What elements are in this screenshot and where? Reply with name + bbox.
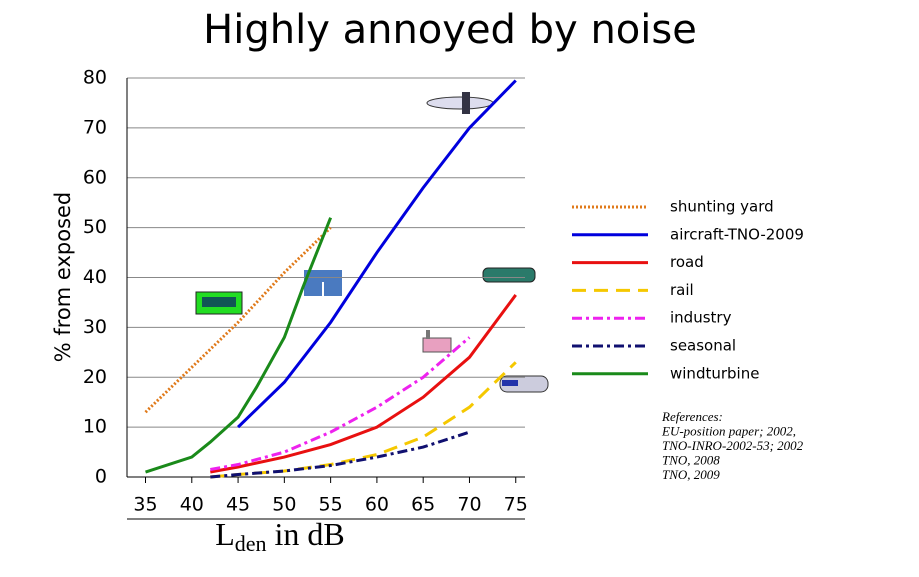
y-axis-label: % from exposed <box>51 192 75 363</box>
series-line <box>237 79 517 429</box>
x-tick-label: 55 <box>319 494 343 516</box>
icon-factory <box>422 330 452 353</box>
y-tick-label: 60 <box>83 166 107 188</box>
icon-car <box>482 267 536 283</box>
reference-line: TNO-INRO-2002-53; 2002 <box>662 438 804 453</box>
series-line <box>145 217 333 474</box>
reference-line: TNO, 2008 <box>662 452 720 467</box>
legend-label: aircraft-TNO-2009 <box>670 225 804 243</box>
reference-line: TNO, 2009 <box>662 467 720 482</box>
reference-line: References: <box>661 409 723 424</box>
legend-label: seasonal <box>670 337 736 355</box>
icon-shunting <box>195 291 243 315</box>
x-tick-label: 40 <box>180 494 204 516</box>
legend-label: windturbine <box>670 364 759 382</box>
x-tick-label: 35 <box>133 494 157 516</box>
y-tick-label: 70 <box>83 116 107 138</box>
x-tick-label: 65 <box>411 494 435 516</box>
x-tick-label: 60 <box>365 494 389 516</box>
series-line <box>210 336 471 471</box>
y-tick-label: 30 <box>83 316 107 338</box>
y-tick-label: 80 <box>83 67 107 89</box>
icon-plane <box>426 92 494 114</box>
series-line <box>210 294 517 474</box>
x-axis-label-part: in dB <box>267 516 345 552</box>
y-tick-label: 40 <box>83 266 107 288</box>
legend-label: rail <box>670 281 694 299</box>
x-tick-label: 50 <box>272 494 296 516</box>
y-tick-label: 20 <box>83 366 107 388</box>
series-line <box>210 430 470 479</box>
icon-train <box>499 375 549 393</box>
legend-label: industry <box>670 309 732 327</box>
x-axis-label-sub: den <box>235 531 267 556</box>
x-axis-label: Lden in dB <box>215 516 345 556</box>
x-tick-label: 70 <box>457 494 481 516</box>
x-axis-label-part: L <box>215 516 235 552</box>
x-tick-label: 75 <box>504 494 528 516</box>
y-tick-label: 0 <box>95 466 107 488</box>
reference-line: EU-position paper; 2002, <box>661 423 796 438</box>
y-tick-label: 10 <box>83 416 107 438</box>
y-tick-label: 50 <box>83 216 107 238</box>
icon-windturbine <box>304 270 342 296</box>
series-line <box>144 226 332 414</box>
legend-label: shunting yard <box>670 198 774 216</box>
chart-title: Highly annoyed by noise <box>203 7 697 53</box>
x-tick-label: 45 <box>226 494 250 516</box>
legend-label: road <box>670 253 704 271</box>
